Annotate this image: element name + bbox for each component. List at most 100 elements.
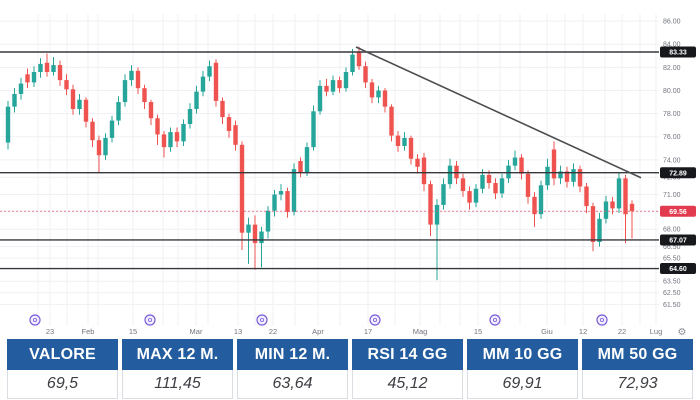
candle-down (564, 171, 570, 182)
price-axis-label[interactable]: 86.00 (663, 19, 681, 26)
level-price-badge-bg (660, 234, 696, 246)
time-axis-label[interactable]: 12 (579, 327, 587, 336)
price-axis-label[interactable]: 80.00 (663, 88, 681, 95)
candle-up (18, 83, 24, 94)
event-marker-icon[interactable] (144, 314, 156, 326)
settings-gear-icon[interactable]: ⚙ (678, 327, 687, 338)
candle-down (389, 106, 394, 136)
candle-down (493, 182, 498, 194)
level-price-badge-text: 72.89 (669, 170, 687, 177)
time-axis-label[interactable]: Feb (82, 327, 95, 336)
table-value-mm50gg: 72,93 (582, 370, 693, 399)
time-axis-label[interactable]: Mar (190, 327, 203, 336)
candle-down (96, 140, 102, 156)
candle-down (90, 121, 95, 141)
candle-up (441, 184, 446, 205)
time-axis-label[interactable]: Giu (541, 327, 553, 336)
event-marker-dot (492, 317, 497, 322)
candle-down (629, 203, 635, 212)
event-marker-icon[interactable] (489, 314, 501, 326)
candle-up (304, 147, 310, 173)
candle-up (116, 102, 121, 121)
candle-up (350, 54, 355, 72)
candle-up (597, 218, 602, 242)
table-header-max12m: MAX 12 M. (122, 339, 233, 370)
price-axis-label[interactable]: 63.50 (663, 279, 681, 286)
event-marker-dot (33, 317, 38, 322)
candle-down (226, 117, 232, 131)
event-marker-dot (372, 317, 377, 322)
price-axis-label[interactable]: 61.50 (663, 302, 681, 309)
event-marker-dot (600, 317, 605, 322)
time-axis-label[interactable]: Mag (413, 327, 428, 336)
quote-summary-table: VALORE MAX 12 M. MIN 12 M. RSI 14 GG MM … (0, 338, 700, 400)
candle-up (12, 93, 17, 107)
table-value-valore: 69,5 (7, 370, 118, 399)
price-axis-label[interactable]: 82.00 (663, 65, 681, 72)
candle-down (610, 201, 615, 209)
candle-up (5, 106, 11, 143)
candle-down (324, 85, 329, 92)
candle-down (285, 191, 290, 212)
candle-down (174, 132, 180, 142)
event-marker-icon[interactable] (256, 314, 268, 326)
price-axis-label[interactable]: 62.50 (663, 290, 681, 297)
level-price-badge-bg (660, 167, 696, 179)
time-axis-label[interactable]: 22 (618, 327, 626, 336)
price-axis-label[interactable]: 68.00 (663, 227, 681, 234)
time-axis-label[interactable]: 17 (364, 327, 372, 336)
candle-up (181, 124, 186, 142)
candle-up (343, 72, 349, 89)
candle-up (558, 171, 563, 179)
table-header-mm50gg: MM 50 GG (582, 339, 693, 370)
candle-up (480, 174, 485, 189)
price-axis-label[interactable]: 76.00 (663, 134, 681, 141)
candle-up (259, 231, 264, 244)
price-axis-label[interactable]: 78.00 (663, 111, 681, 118)
candle-down (337, 80, 342, 89)
price-axis-label[interactable]: 84.00 (663, 42, 681, 49)
candle-down (408, 137, 414, 159)
candle-down (239, 144, 245, 233)
price-axis-label[interactable]: 71.00 (663, 192, 681, 199)
event-marker-icon[interactable] (369, 314, 381, 326)
candle-up (473, 188, 479, 203)
candle-up (272, 194, 277, 211)
time-axis-label[interactable]: Lug (650, 327, 663, 336)
candle-down (213, 62, 219, 101)
price-axis-label[interactable]: 74.00 (663, 157, 681, 164)
candle-down (298, 161, 303, 173)
candle-down (161, 134, 167, 148)
event-marker-icon[interactable] (29, 314, 41, 326)
candle-up (291, 169, 297, 212)
time-axis-label[interactable]: 13 (234, 327, 242, 336)
candle-up (265, 210, 271, 232)
candle-down (369, 82, 375, 98)
time-axis-label[interactable]: 22 (269, 327, 277, 336)
price-axis-label[interactable]: 65.50 (663, 256, 681, 263)
candle-down (233, 125, 238, 145)
candle-down (44, 62, 50, 72)
price-axis-label[interactable]: 66.50 (663, 244, 681, 251)
candle-up (538, 185, 544, 215)
candle-down (395, 135, 401, 146)
level-price-badge-bg (660, 46, 696, 58)
candlestick-chart-canvas: 86.0084.0082.0080.0078.0076.0074.0072.50… (0, 14, 696, 338)
table-header-mm10gg: MM 10 GG (467, 339, 578, 370)
time-axis-label[interactable]: Apr (312, 327, 324, 336)
candle-up (512, 157, 518, 166)
candle-up (109, 120, 115, 138)
table-value-max12m: 111,45 (122, 370, 233, 399)
time-axis-label[interactable]: 15 (474, 327, 482, 336)
price-chart: 86.0084.0082.0080.0078.0076.0074.0072.50… (0, 14, 696, 338)
candle-up (187, 108, 193, 125)
candle-down (467, 191, 472, 203)
level-price-badge-text: 83.33 (669, 50, 687, 57)
candle-down (486, 174, 492, 183)
candle-down (135, 70, 141, 89)
table-value-rsi14gg: 45,12 (352, 370, 463, 399)
time-axis-label[interactable]: 15 (129, 327, 137, 336)
candle-up (168, 132, 173, 148)
time-axis-label[interactable]: 23 (46, 327, 54, 336)
event-marker-icon[interactable] (596, 314, 608, 326)
